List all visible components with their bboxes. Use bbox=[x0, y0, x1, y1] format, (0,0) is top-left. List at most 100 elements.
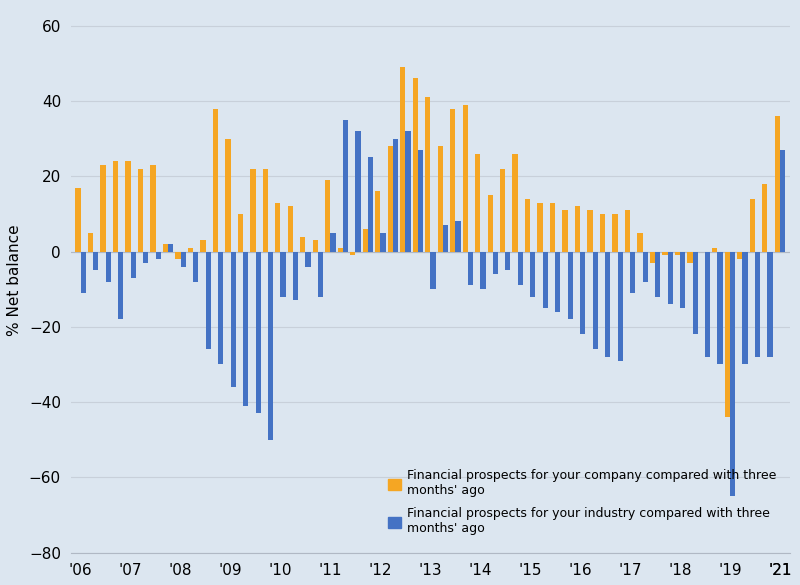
Bar bbox=[625, 210, 630, 252]
Bar bbox=[88, 233, 94, 252]
Bar bbox=[525, 199, 530, 252]
Bar bbox=[450, 109, 455, 252]
Bar bbox=[425, 97, 430, 252]
Bar bbox=[313, 240, 318, 252]
Bar bbox=[774, 116, 780, 252]
Bar bbox=[106, 252, 111, 281]
Bar bbox=[350, 252, 355, 255]
Bar bbox=[393, 139, 398, 252]
Bar bbox=[600, 214, 605, 252]
Bar bbox=[487, 195, 493, 252]
Bar bbox=[655, 252, 660, 297]
Bar bbox=[712, 248, 718, 252]
Bar bbox=[518, 252, 523, 285]
Bar bbox=[200, 240, 206, 252]
Bar bbox=[612, 214, 618, 252]
Bar bbox=[493, 252, 498, 274]
Bar bbox=[538, 202, 542, 252]
Bar bbox=[226, 139, 230, 252]
Bar bbox=[143, 252, 148, 263]
Bar bbox=[163, 244, 168, 252]
Bar bbox=[530, 252, 535, 297]
Bar bbox=[362, 229, 368, 252]
Bar bbox=[275, 202, 281, 252]
Bar bbox=[400, 67, 406, 252]
Bar bbox=[213, 109, 218, 252]
Legend: Financial prospects for your company compared with three
months' ago, Financial : Financial prospects for your company com… bbox=[388, 470, 777, 535]
Bar bbox=[343, 120, 348, 252]
Bar bbox=[126, 161, 130, 252]
Bar bbox=[480, 252, 486, 289]
Bar bbox=[193, 252, 198, 281]
Bar bbox=[767, 252, 773, 357]
Bar bbox=[156, 252, 161, 259]
Bar bbox=[150, 165, 156, 252]
Bar bbox=[288, 207, 293, 252]
Bar bbox=[380, 233, 386, 252]
Bar bbox=[718, 252, 722, 364]
Bar bbox=[506, 252, 510, 270]
Bar bbox=[667, 252, 673, 304]
Bar bbox=[438, 146, 443, 252]
Bar bbox=[138, 168, 143, 252]
Bar bbox=[687, 252, 693, 263]
Bar bbox=[638, 233, 642, 252]
Bar bbox=[406, 131, 410, 252]
Bar bbox=[780, 150, 785, 252]
Bar bbox=[630, 252, 635, 293]
Bar bbox=[418, 150, 423, 252]
Bar bbox=[113, 161, 118, 252]
Bar bbox=[468, 252, 473, 285]
Bar bbox=[81, 252, 86, 293]
Bar bbox=[101, 165, 106, 252]
Bar bbox=[325, 180, 330, 252]
Bar bbox=[750, 199, 755, 252]
Bar bbox=[188, 248, 193, 252]
Bar bbox=[430, 252, 435, 289]
Bar bbox=[642, 252, 648, 281]
Bar bbox=[500, 168, 506, 252]
Bar bbox=[568, 252, 573, 319]
Bar bbox=[281, 252, 286, 297]
Bar bbox=[755, 252, 760, 357]
Bar bbox=[550, 202, 555, 252]
Y-axis label: % Net balance: % Net balance bbox=[7, 224, 22, 336]
Bar bbox=[243, 252, 248, 406]
Bar bbox=[300, 236, 306, 252]
Bar bbox=[218, 252, 223, 364]
Bar bbox=[94, 252, 98, 270]
Bar bbox=[355, 131, 361, 252]
Bar bbox=[175, 252, 181, 259]
Bar bbox=[238, 214, 243, 252]
Bar bbox=[268, 252, 274, 440]
Bar bbox=[462, 105, 468, 252]
Bar bbox=[443, 225, 448, 252]
Bar bbox=[738, 252, 742, 259]
Bar bbox=[562, 210, 568, 252]
Bar bbox=[130, 252, 136, 278]
Bar bbox=[206, 252, 211, 349]
Bar bbox=[674, 252, 680, 255]
Bar bbox=[250, 168, 255, 252]
Bar bbox=[181, 252, 186, 267]
Bar bbox=[587, 210, 593, 252]
Bar bbox=[730, 252, 735, 496]
Bar bbox=[338, 248, 343, 252]
Bar bbox=[650, 252, 655, 263]
Bar bbox=[605, 252, 610, 357]
Bar bbox=[725, 252, 730, 417]
Bar bbox=[542, 252, 548, 308]
Bar bbox=[680, 252, 686, 308]
Bar bbox=[513, 154, 518, 252]
Bar bbox=[262, 168, 268, 252]
Bar bbox=[762, 184, 767, 252]
Bar bbox=[368, 157, 373, 252]
Bar bbox=[118, 252, 123, 319]
Bar bbox=[318, 252, 323, 297]
Bar bbox=[230, 252, 236, 387]
Bar bbox=[375, 191, 380, 252]
Bar bbox=[306, 252, 310, 267]
Bar bbox=[693, 252, 698, 335]
Bar bbox=[168, 244, 174, 252]
Bar bbox=[580, 252, 586, 335]
